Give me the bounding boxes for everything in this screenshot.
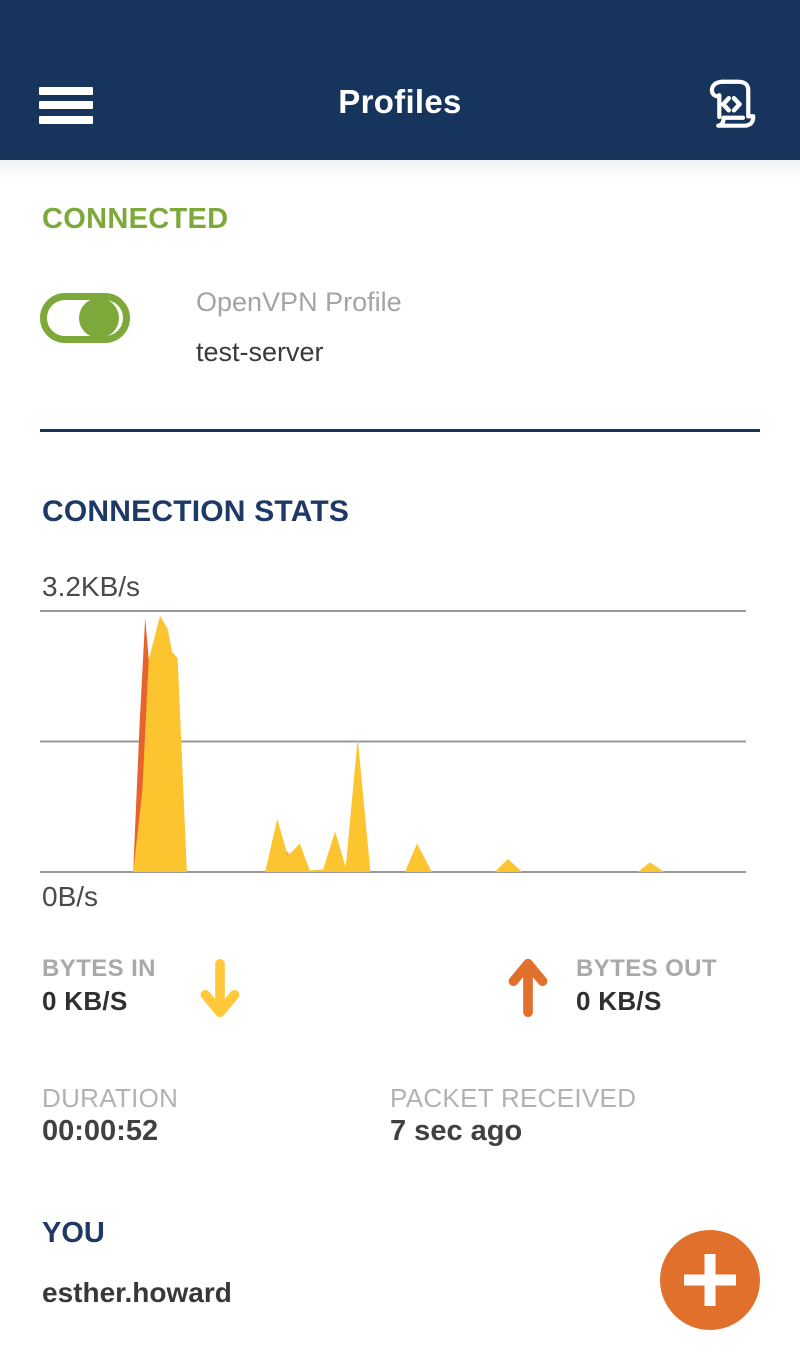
profile-type-label: OpenVPN Profile — [196, 287, 402, 317]
duration-label: DURATION — [42, 1083, 179, 1113]
chart-min-label: 0B/s — [42, 881, 99, 912]
header-shadow — [0, 160, 800, 180]
up-arrow-icon — [506, 956, 550, 1018]
bytes-out-value: 0 KB/S — [576, 986, 662, 1016]
connection-status-label: CONNECTED — [42, 203, 229, 235]
packet-received-label: PACKET RECEIVED — [390, 1083, 637, 1113]
username: esther.howard — [42, 1277, 232, 1308]
traffic-chart — [40, 611, 746, 872]
toggle-knob — [79, 298, 119, 338]
bytes-in-label: BYTES IN — [42, 955, 156, 982]
traffic-chart-svg — [40, 611, 746, 872]
profile-name: test-server — [196, 337, 324, 367]
log-scroll-icon — [709, 79, 756, 128]
add-profile-button[interactable] — [660, 1230, 760, 1330]
down-arrow-icon — [198, 958, 242, 1020]
you-section-title: YOU — [42, 1217, 105, 1249]
log-button[interactable] — [698, 72, 764, 138]
profile-toggle-switch[interactable] — [40, 293, 130, 343]
menu-button[interactable] — [39, 85, 95, 125]
plus-icon — [684, 1254, 736, 1306]
app-header: Profiles — [0, 0, 800, 160]
hamburger-icon — [39, 86, 95, 124]
connection-stats-title: CONNECTION STATS — [42, 495, 350, 528]
packet-received-value: 7 sec ago — [390, 1115, 523, 1147]
section-divider — [40, 429, 760, 432]
page-title: Profiles — [338, 83, 462, 120]
chart-max-label: 3.2KB/s — [42, 571, 141, 602]
bytes-in-value: 0 KB/S — [42, 986, 128, 1016]
bytes-out-label: BYTES OUT — [576, 955, 717, 982]
duration-value: 00:00:52 — [42, 1115, 159, 1147]
series-bytes_in — [40, 615, 746, 872]
